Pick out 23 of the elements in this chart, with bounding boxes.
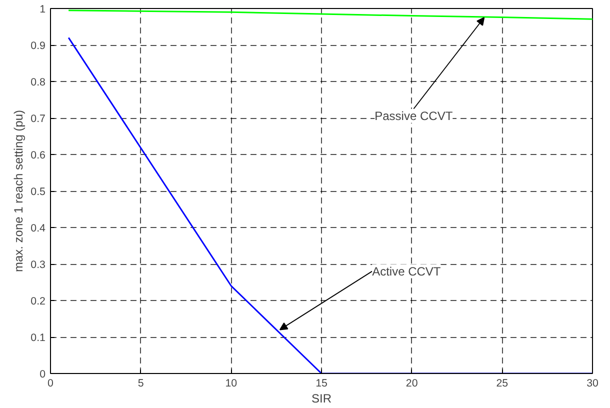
y-axis-title: max. zone 1 reach setting (pu) — [12, 110, 26, 272]
y-tick-label: 0 — [40, 368, 46, 380]
y-tick-label: 1 — [40, 4, 46, 16]
y-tick-label: 0.3 — [30, 259, 46, 271]
x-tick-label: 25 — [496, 378, 508, 390]
y-tick-label: 0.5 — [30, 186, 46, 198]
x-tick-label: 20 — [406, 378, 418, 390]
y-tick-label: 0.6 — [30, 150, 46, 162]
annotation: Active CCVT — [372, 264, 442, 278]
x-axis-title: SIR — [312, 392, 332, 406]
x-tick-label: 15 — [316, 378, 328, 390]
y-tick-label: 0.7 — [30, 113, 46, 125]
y-tick-label: 0.2 — [30, 296, 46, 308]
y-tick-label: 0.4 — [30, 222, 46, 234]
annotation: Passive CCVT — [374, 108, 454, 123]
x-tick-label: 10 — [225, 378, 238, 390]
line-series — [68, 10, 592, 20]
y-tick-label: 0.1 — [30, 332, 46, 344]
x-tick-label: 30 — [586, 378, 598, 390]
x-tick-label: 0 — [48, 378, 54, 390]
y-tick-label: 0.8 — [30, 76, 46, 88]
y-tick-label: 0.9 — [30, 40, 46, 52]
x-tick-label: 5 — [138, 378, 144, 390]
